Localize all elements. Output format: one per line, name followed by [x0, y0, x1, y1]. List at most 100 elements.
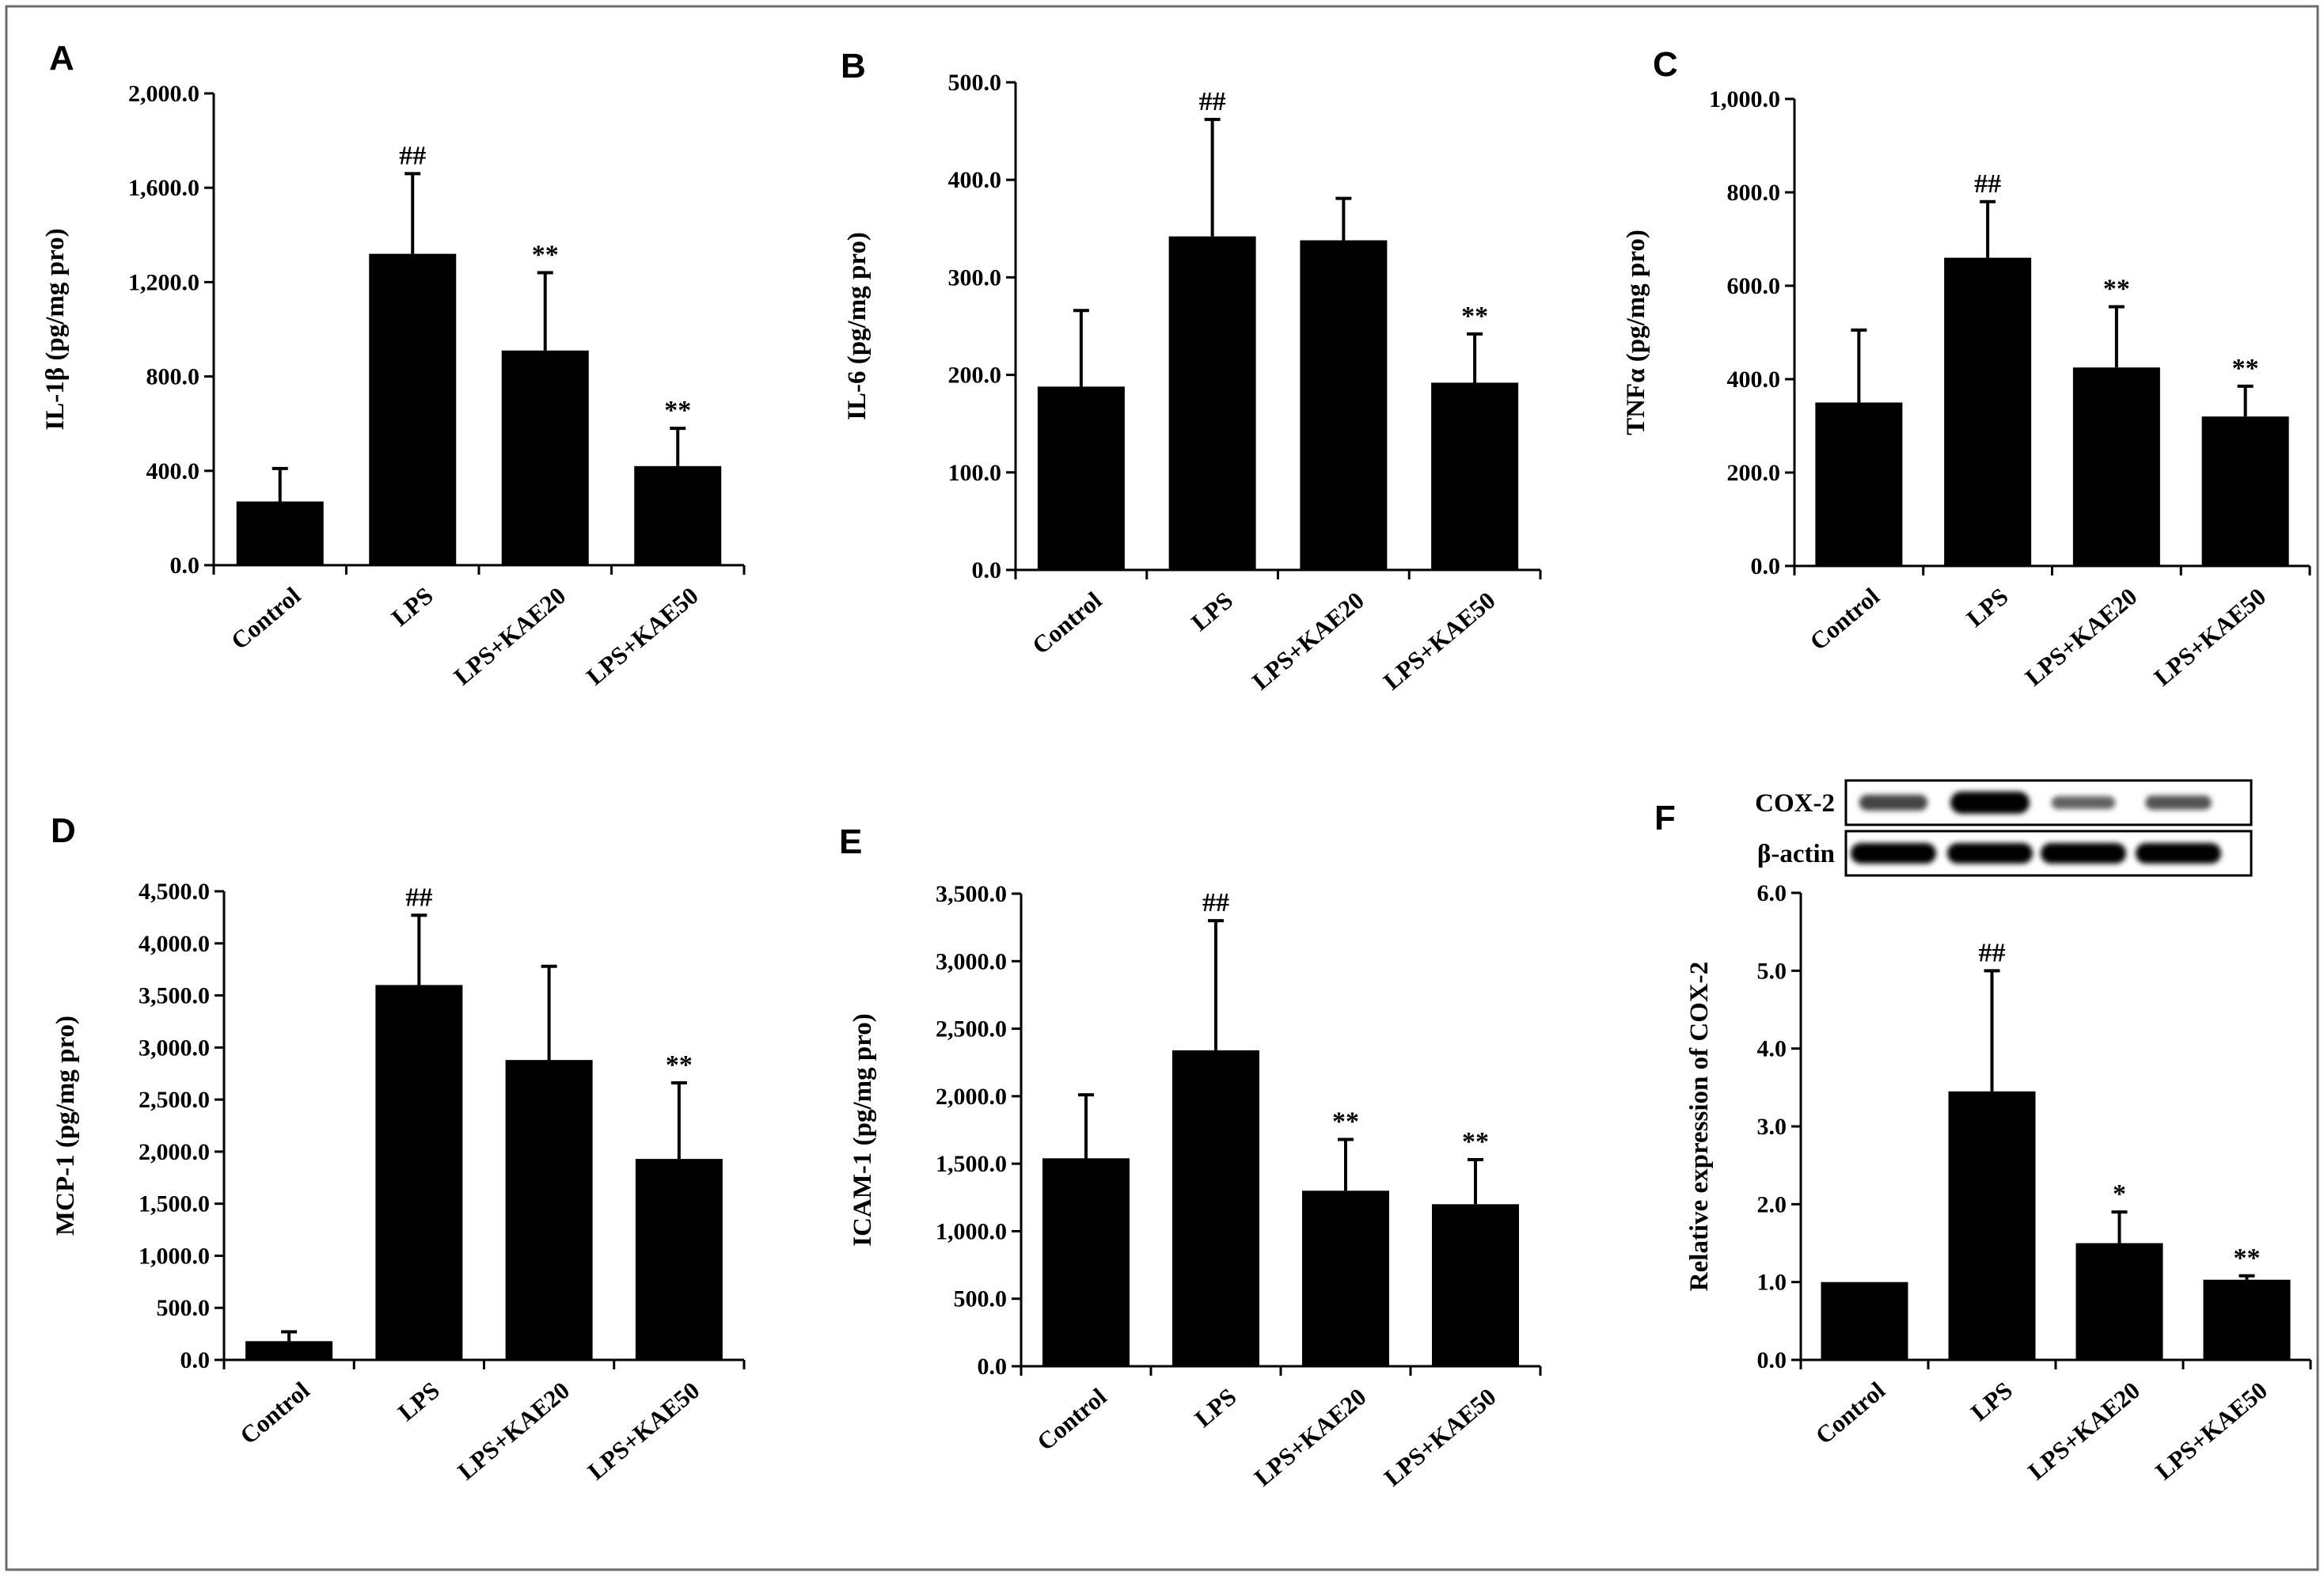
bar-lps-kae20 [505, 1060, 593, 1360]
y-tick-label: 2,000.0 [128, 81, 199, 107]
y-tick-label: 1,200.0 [128, 269, 199, 295]
significance-mark: ## [1979, 938, 2006, 967]
significance-mark: ** [1461, 302, 1488, 331]
significance-mark: ## [405, 883, 432, 912]
bar-lps-kae50 [2201, 416, 2289, 566]
bar-lps [369, 253, 457, 565]
significance-mark: ** [666, 1050, 693, 1080]
bar-lps-kae50 [634, 465, 722, 565]
y-axis-label: ICAM-1 (pg/mg pro) [849, 1013, 877, 1247]
y-tick-label: 2,000.0 [139, 1139, 210, 1165]
significance-mark: ## [1202, 888, 1229, 917]
x-tick-label: LPS+KAE50 [1379, 1383, 1502, 1492]
y-tick-label: 0.0 [180, 1347, 211, 1373]
panel-d: D 0.0 500.0 1,000.0 1,500.0 2,000.0 2,500.0 3,0… [51, 811, 746, 1486]
significance-mark: ** [664, 396, 691, 425]
y-tick-label: 0.0 [1751, 553, 1781, 579]
y-tick-label: 100.0 [948, 460, 1002, 486]
panel-b: B 0.0 100.0 200.0 300.0 400.0 500.0 Control ## LP… [841, 47, 1542, 696]
y-tick-label: 1,600.0 [128, 175, 199, 201]
x-tick-label: LPS+KAE20 [1247, 587, 1369, 696]
panel-c: C 0.0 200.0 400.0 600.0 800.0 1,000.0 Control ##… [1622, 45, 2311, 692]
x-tick-label: Control [234, 1376, 315, 1449]
y-tick-label: 2.0 [1757, 1191, 1787, 1217]
y-axis-label: MCP-1 (pg/mg pro) [51, 1016, 80, 1236]
significance-mark: ** [532, 240, 559, 269]
bar-lps [1168, 236, 1256, 570]
y-tick-label: 1,000.0 [139, 1243, 210, 1269]
y-tick-label: 3,500.0 [139, 983, 210, 1009]
bar-lps-kae20 [501, 350, 589, 565]
bar-lps [375, 985, 463, 1360]
y-tick-label: 3,000.0 [936, 948, 1007, 974]
panel-letter: D [51, 811, 76, 850]
bar-lps [1172, 1050, 1259, 1366]
significance-mark: ** [1462, 1127, 1489, 1156]
blot-row-label: COX-2 [1755, 789, 1835, 818]
x-tick-label: LPS [1965, 1377, 2018, 1426]
y-tick-label: 400.0 [948, 167, 1002, 193]
y-tick-label: 0.0 [1757, 1347, 1787, 1373]
bar-lps [1944, 257, 2032, 566]
bar-control [1037, 386, 1125, 570]
x-tick-label: LPS+KAE50 [2148, 583, 2271, 692]
significance-mark: ** [2234, 1244, 2261, 1273]
y-tick-label: 1,000.0 [936, 1218, 1007, 1244]
bar-lps-kae20 [1302, 1191, 1389, 1366]
bar-lps-kae20 [1300, 240, 1388, 570]
significance-mark: ## [1199, 87, 1226, 116]
y-tick-label: 4,500.0 [139, 879, 210, 905]
y-tick-label: 4.0 [1757, 1036, 1787, 1062]
y-tick-label: 400.0 [146, 458, 200, 484]
x-tick-label: LPS+KAE20 [1249, 1383, 1372, 1492]
actin-band [2041, 843, 2126, 864]
y-axis-label: IL-1β (pg/mg pro) [41, 228, 70, 430]
bar-lps-kae50 [635, 1159, 723, 1360]
x-tick-label: LPS+KAE50 [1378, 587, 1501, 696]
bar-lps-kae50 [1431, 382, 1519, 570]
x-tick-label: LPS [386, 582, 439, 632]
y-tick-label: 1.0 [1757, 1270, 1787, 1296]
y-tick-label: 3,000.0 [139, 1035, 210, 1061]
x-tick-label: LPS [1189, 1383, 1241, 1433]
y-axis-label: IL-6 (pg/mg pro) [843, 232, 872, 420]
y-tick-label: 2,500.0 [139, 1087, 210, 1113]
significance-mark: ** [2232, 354, 2259, 383]
actin-band [1851, 843, 1936, 864]
y-tick-label: 200.0 [1727, 460, 1781, 486]
y-tick-label: 500.0 [948, 70, 1002, 96]
western-blot: COX-2 β-actin [1755, 779, 2253, 877]
y-tick-label: 800.0 [146, 364, 200, 390]
bar-control [1821, 1282, 1908, 1360]
cox2-band [1859, 795, 1928, 811]
significance-mark: * [2113, 1179, 2126, 1209]
x-tick-label: LPS+KAE50 [581, 582, 704, 691]
y-tick-label: 1,000.0 [1709, 86, 1780, 112]
bar-control [1042, 1158, 1130, 1366]
y-tick-label: 1,500.0 [936, 1151, 1007, 1177]
x-tick-label: LPS [1961, 583, 2014, 632]
significance-mark: ** [2103, 275, 2130, 304]
bar-lps-kae20 [2072, 367, 2160, 566]
bar-lps-kae20 [2075, 1243, 2163, 1360]
y-tick-label: 0.0 [972, 557, 1002, 583]
x-tick-label: LPS [1186, 587, 1238, 636]
x-tick-label: Control [1810, 1376, 1891, 1449]
x-tick-label: LPS+KAE20 [448, 582, 571, 691]
y-tick-label: 800.0 [1727, 180, 1781, 206]
x-tick-label: LPS+KAE50 [583, 1377, 705, 1486]
panel-letter: C [1653, 45, 1678, 84]
bar-lps [1948, 1091, 2036, 1360]
panel-e: E 0.0 500.0 1,000.0 1,500.0 2,000.0 2,500.0 3,0… [839, 822, 1542, 1492]
bar-lps-kae50 [1432, 1204, 1519, 1366]
blot-row-label: β-actin [1757, 840, 1835, 868]
x-tick-label: Control [226, 581, 306, 655]
y-tick-label: 4,000.0 [139, 931, 210, 957]
significance-mark: ## [399, 141, 426, 170]
y-axis-label: TNFα (pg/mg pro) [1622, 230, 1650, 435]
significance-mark: ## [1974, 169, 2001, 199]
significance-mark: ** [1332, 1107, 1359, 1136]
y-tick-label: 200.0 [948, 363, 1002, 389]
cox2-band [2145, 795, 2212, 811]
